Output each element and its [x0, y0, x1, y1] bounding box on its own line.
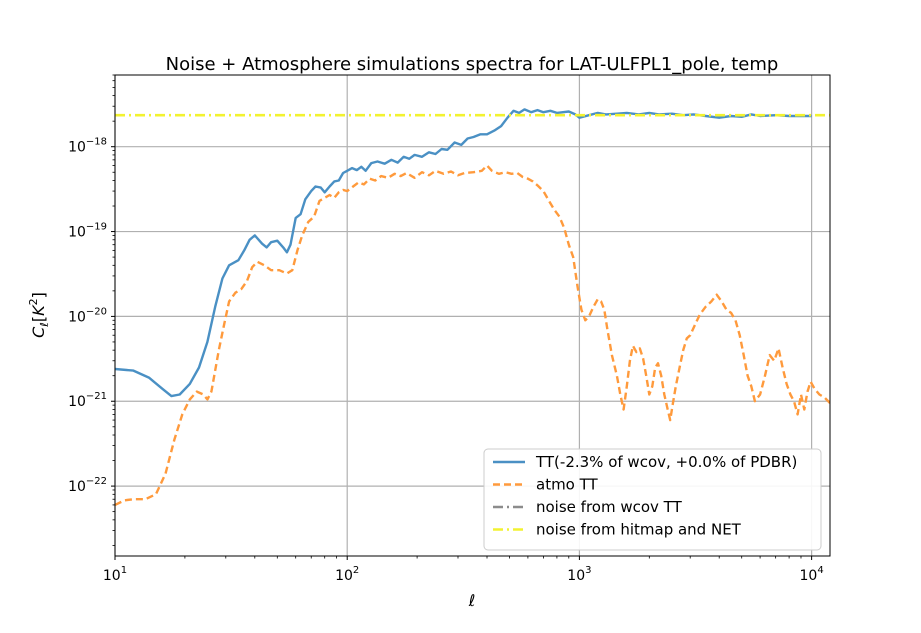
- legend-label-1: atmo TT: [536, 476, 599, 494]
- legend-box: [483, 448, 822, 551]
- x-tick-label: 102: [335, 565, 359, 584]
- series-line-0: [115, 108, 812, 398]
- x-axis-label: ℓ: [468, 591, 476, 610]
- grid-layer: [114, 75, 830, 556]
- chart-title: Noise + Atmosphere simulations spectra f…: [166, 54, 779, 75]
- y-tick-label: 10−20: [68, 306, 107, 325]
- x-tick-label: 104: [800, 565, 824, 584]
- y-tick-label: 10−21: [68, 391, 107, 410]
- y-tick-label: 10−22: [68, 476, 107, 495]
- tick-layer: 101 102 103 104 10−22 10−21 10−20 10−19 10−18: [68, 74, 824, 584]
- y-axis-label: Cℓ[K2]: [27, 292, 51, 338]
- legend-label-0: TT(-2.3% of wcov, +0.0% of PDBR): [535, 453, 797, 471]
- legend-entries: TT(-2.3% of wcov, +0.0% of PDBR) atmo TT n…: [493, 453, 797, 539]
- legend: TT(-2.3% of wcov, +0.0% of PDBR) atmo TT n…: [483, 448, 822, 551]
- legend-label-3: noise from hitmap and NET: [536, 521, 742, 539]
- series-line-1: [115, 164, 830, 506]
- series-layer: [115, 108, 830, 506]
- y-tick-label: 10−18: [68, 137, 107, 156]
- x-tick-label: 101: [103, 565, 127, 584]
- plot-frame: [114, 74, 831, 557]
- y-tick-label: 10−19: [68, 222, 107, 241]
- legend-label-2: noise from wcov TT: [536, 498, 683, 516]
- x-tick-label: 103: [567, 565, 591, 584]
